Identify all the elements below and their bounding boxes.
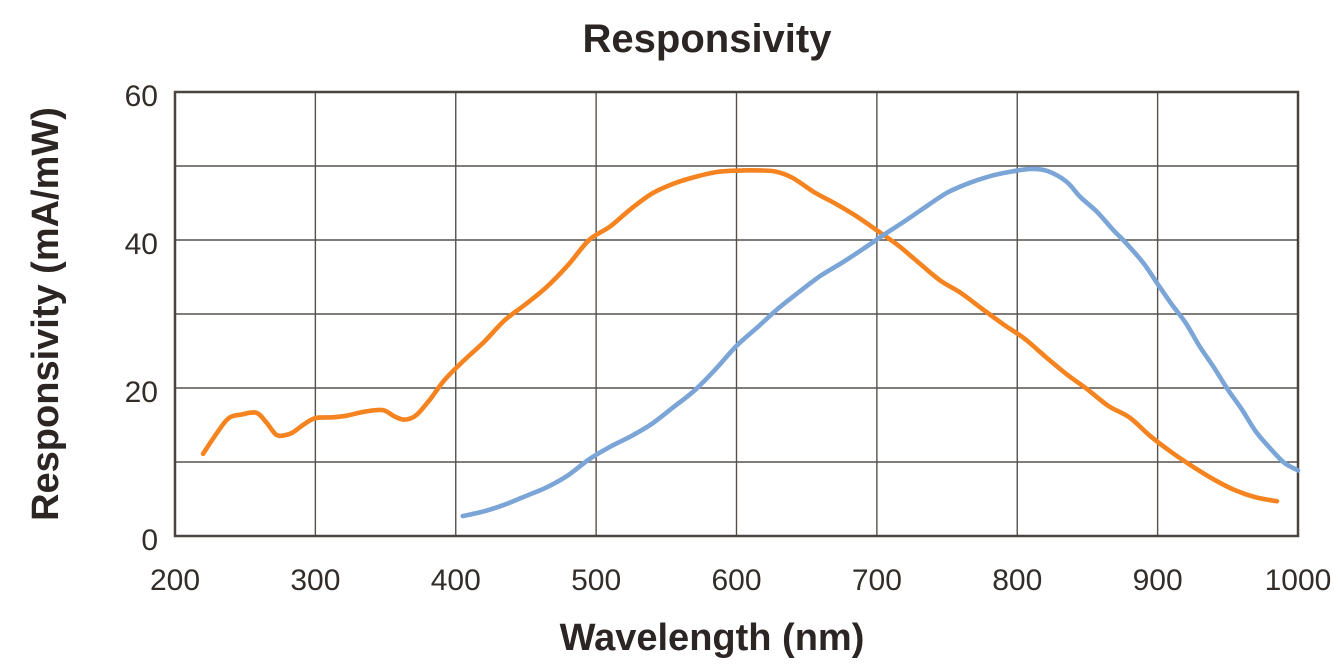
x-tick-label: 600 [711,564,761,597]
chart-title: Responsivity [583,17,833,61]
curves [200,166,1301,519]
x-tick-label: 500 [571,564,621,597]
x-tick-label: 800 [992,564,1042,597]
y-axis-label: Responsivity (mA/mW) [25,107,67,521]
x-tick-label: 1000 [1265,564,1332,597]
x-tick-label: 900 [1133,564,1183,597]
x-tick-label: 400 [431,564,481,597]
x-tick-label: 700 [852,564,902,597]
blue-curve [460,166,1301,519]
y-tick-label: 60 [125,80,158,113]
x-tick-label: 300 [290,564,340,597]
x-axis-label: Wavelength (nm) [560,617,865,659]
x-tick-label: 200 [150,564,200,597]
gridlines [174,91,1299,537]
plot-border [173,90,1300,538]
x-tick-labels: 200 300 400 500 600 700 800 900 1000 [150,564,1331,597]
y-tick-label: 20 [125,376,158,409]
y-tick-label: 40 [125,228,158,261]
y-tick-label: 0 [141,524,158,557]
orange-curve [200,168,1280,504]
y-tick-labels: 0 20 40 60 [125,80,158,557]
